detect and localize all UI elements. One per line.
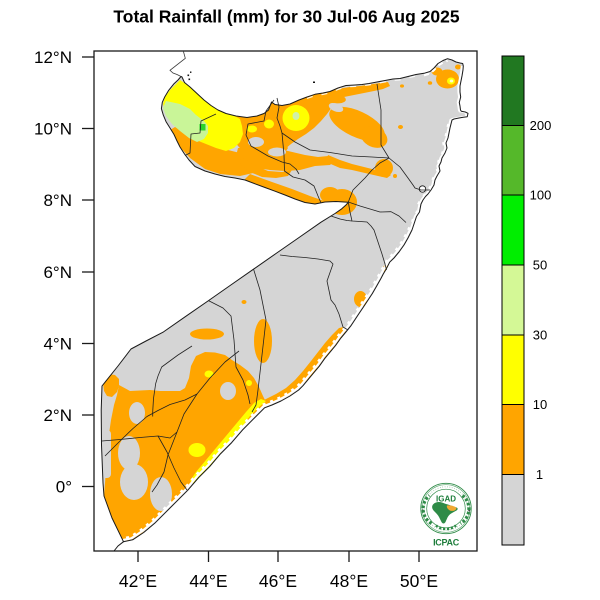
svg-text:30: 30 <box>533 328 547 343</box>
svg-text:4°N: 4°N <box>43 335 72 354</box>
svg-text:48°E: 48°E <box>330 571 368 591</box>
svg-text:Total Rainfall (mm) for 30 Jul: Total Rainfall (mm) for 30 Jul-06 Aug 20… <box>113 7 459 27</box>
svg-text:1: 1 <box>536 467 543 482</box>
svg-text:8°N: 8°N <box>43 191 72 210</box>
svg-text:10°N: 10°N <box>34 120 72 139</box>
svg-text:46°E: 46°E <box>259 571 297 591</box>
svg-text:100: 100 <box>530 188 552 203</box>
svg-text:10: 10 <box>533 397 547 412</box>
svg-text:2°N: 2°N <box>43 406 72 425</box>
svg-text:42°E: 42°E <box>119 571 157 591</box>
svg-text:50°E: 50°E <box>400 571 438 591</box>
svg-text:200: 200 <box>530 118 552 133</box>
svg-text:6°N: 6°N <box>43 263 72 282</box>
svg-text:44°E: 44°E <box>189 571 227 591</box>
svg-text:50: 50 <box>533 258 547 273</box>
svg-text:12°N: 12°N <box>34 48 72 67</box>
svg-text:IGAD: IGAD <box>436 495 456 504</box>
svg-text:0°: 0° <box>56 478 72 497</box>
svg-text:ICPAC: ICPAC <box>433 538 460 548</box>
